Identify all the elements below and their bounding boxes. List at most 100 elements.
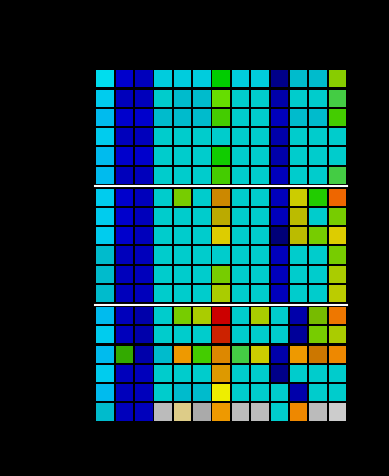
Text: D: D [159, 54, 168, 67]
Bar [116, 90, 133, 108]
Bar [309, 404, 327, 421]
Bar [135, 90, 152, 108]
Bar [309, 385, 327, 401]
Bar [174, 90, 191, 108]
Bar [96, 247, 114, 264]
Text: E: E [179, 54, 186, 67]
Bar [135, 327, 152, 344]
Bar [193, 208, 210, 226]
Bar [154, 228, 172, 245]
Bar [309, 365, 327, 382]
Text: 5b: 5b [73, 121, 92, 135]
Bar [96, 307, 114, 325]
Bar [212, 189, 230, 206]
Bar [251, 109, 269, 127]
Bar [193, 148, 210, 165]
Bar [329, 286, 346, 303]
Bar [135, 266, 152, 283]
Bar [116, 189, 133, 206]
Bar [232, 307, 249, 325]
Bar [193, 168, 210, 184]
Bar [116, 228, 133, 245]
Bar [251, 168, 269, 184]
Bar [96, 148, 114, 165]
Bar [270, 168, 288, 184]
Bar [116, 346, 133, 363]
Bar [290, 365, 307, 382]
Bar [232, 385, 249, 401]
Bar [116, 168, 133, 184]
Bar [96, 90, 114, 108]
Bar [193, 228, 210, 245]
Bar [193, 90, 210, 108]
Bar [290, 286, 307, 303]
Text: 5c: 5c [74, 239, 92, 253]
Bar [270, 266, 288, 283]
Bar [309, 208, 327, 226]
Bar [174, 266, 191, 283]
Bar [96, 365, 114, 382]
Bar [232, 266, 249, 283]
Bar [329, 247, 346, 264]
Bar [193, 346, 210, 363]
Bar [174, 168, 191, 184]
Bar [329, 228, 346, 245]
Bar [154, 109, 172, 127]
Bar [154, 365, 172, 382]
Bar [270, 90, 288, 108]
Bar [174, 208, 191, 226]
Text: DCM: DCM [72, 193, 94, 202]
Bar [232, 286, 249, 303]
Text: DMF: DMF [73, 251, 94, 260]
Bar [135, 71, 152, 88]
Bar [212, 365, 230, 382]
Bar [251, 129, 269, 146]
Text: EtOAc: EtOAc [65, 94, 94, 103]
Bar [135, 129, 152, 146]
Bar [135, 109, 152, 127]
Bar [154, 189, 172, 206]
Bar [212, 327, 230, 344]
Bar [212, 266, 230, 283]
Bar [154, 286, 172, 303]
Text: EtOAc: EtOAc [65, 331, 94, 339]
Bar [212, 109, 230, 127]
Bar [135, 189, 152, 206]
Text: iPrOH: iPrOH [67, 152, 94, 161]
Bar [270, 327, 288, 344]
Bar [212, 168, 230, 184]
Bar [309, 286, 327, 303]
Text: DCM: DCM [72, 311, 94, 320]
Bar [309, 129, 327, 146]
Bar [232, 189, 249, 206]
Bar [251, 148, 269, 165]
Bar [290, 208, 307, 226]
Bar [270, 404, 288, 421]
Text: DMF: DMF [73, 369, 94, 378]
Bar [270, 189, 288, 206]
Text: DCM: DCM [72, 75, 94, 84]
Bar [174, 189, 191, 206]
Bar [329, 385, 346, 401]
Bar [329, 71, 346, 88]
Bar [329, 148, 346, 165]
Bar [116, 109, 133, 127]
Bar [135, 365, 152, 382]
Bar [96, 286, 114, 303]
Bar [212, 90, 230, 108]
Text: MeCN: MeCN [66, 232, 94, 241]
Bar [135, 286, 152, 303]
Text: iPrOH: iPrOH [67, 270, 94, 279]
Bar [309, 109, 327, 127]
Bar [116, 385, 133, 401]
Bar [309, 189, 327, 206]
Bar [96, 208, 114, 226]
Bar [251, 346, 269, 363]
Bar [212, 247, 230, 264]
Bar [309, 266, 327, 283]
Bar [309, 90, 327, 108]
Text: B: B [120, 54, 128, 67]
Bar [329, 189, 346, 206]
Bar [270, 385, 288, 401]
Bar [232, 228, 249, 245]
